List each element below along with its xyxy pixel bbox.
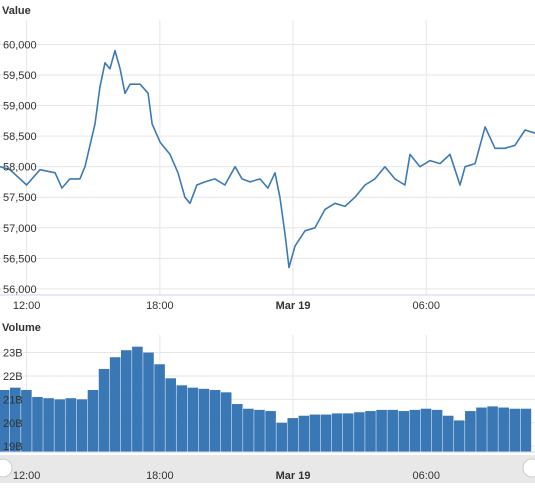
volume-bar xyxy=(276,422,287,452)
volume-bar xyxy=(520,408,532,452)
volume-bar xyxy=(431,409,443,452)
y-tick-label: 21B xyxy=(3,394,23,406)
x-tick-label: Mar 19 xyxy=(276,470,311,482)
volume-bar xyxy=(365,411,376,452)
volume-bar xyxy=(165,378,176,452)
scroll-handle-left[interactable] xyxy=(0,458,13,478)
volume-bar xyxy=(21,389,32,452)
volume-bar xyxy=(387,409,398,452)
x-tick-label: Mar 19 xyxy=(276,300,311,312)
volume-bar xyxy=(65,398,77,452)
volume-bar xyxy=(398,411,410,452)
scroll-handle-right[interactable] xyxy=(522,458,535,478)
y-tick-label: 20B xyxy=(3,418,23,430)
y-tick-label: 19B xyxy=(3,441,23,453)
volume-bar xyxy=(43,398,54,452)
y-tick-label: 59,500 xyxy=(3,70,37,82)
volume-bar xyxy=(132,346,143,452)
volume-bar xyxy=(487,406,498,452)
y-tick-label: 57,000 xyxy=(3,223,37,235)
volume-bar xyxy=(76,399,88,452)
x-tick-label: 12:00 xyxy=(13,300,41,312)
volume-bar xyxy=(465,411,476,452)
volume-bar xyxy=(54,399,65,452)
volume-bar xyxy=(376,409,387,452)
volume-bar xyxy=(331,413,343,452)
volume-bar xyxy=(309,414,321,452)
volume-bar xyxy=(231,404,243,452)
x-tick-label: 18:00 xyxy=(146,470,174,482)
volume-bar xyxy=(120,350,132,452)
volume-bar xyxy=(176,385,188,452)
price-line xyxy=(0,49,535,269)
panel-title: Value xyxy=(2,5,31,17)
y-tick-label: 60,000 xyxy=(3,39,37,51)
volume-bar xyxy=(265,411,276,452)
volume-bar xyxy=(154,364,165,452)
volume-bar xyxy=(476,407,487,452)
x-tick-label: 06:00 xyxy=(412,300,440,312)
y-tick-label: 22B xyxy=(3,371,23,383)
volume-bar xyxy=(109,357,121,452)
volume-bar xyxy=(209,389,221,452)
volume-bar xyxy=(32,397,43,452)
y-tick-label: 59,000 xyxy=(3,101,37,113)
volume-bar xyxy=(254,409,265,452)
volume-bar xyxy=(420,408,432,452)
volume-bar xyxy=(320,414,332,452)
x-tick-label: 18:00 xyxy=(146,300,174,312)
panel-title: Volume xyxy=(2,322,41,334)
volume-bar xyxy=(0,389,10,452)
volume-bar xyxy=(187,387,199,452)
y-tick-label: 58,500 xyxy=(3,131,37,143)
volume-bar xyxy=(87,389,99,452)
y-tick-label: 58,000 xyxy=(3,162,37,174)
y-tick-label: 56,000 xyxy=(3,284,37,296)
volume-bar xyxy=(243,408,254,452)
volume-bar xyxy=(198,388,210,452)
volume-bar xyxy=(298,415,310,452)
x-tick-label: 12:00 xyxy=(13,470,41,482)
volume-bar xyxy=(342,413,354,452)
volume-bar xyxy=(98,368,110,452)
volume-bar xyxy=(220,392,232,452)
volume-bar xyxy=(442,415,454,452)
volume-bar xyxy=(287,418,299,452)
volume-bar xyxy=(354,412,365,452)
x-tick-label: 06:00 xyxy=(412,470,440,482)
y-tick-label: 23B xyxy=(3,348,23,360)
volume-bar xyxy=(453,420,465,452)
volume-bar xyxy=(509,408,521,452)
navigator xyxy=(0,455,535,483)
volume-bar xyxy=(498,407,509,452)
y-tick-label: 56,500 xyxy=(3,253,37,265)
volume-bar xyxy=(409,409,421,452)
y-tick-label: 57,500 xyxy=(3,192,37,204)
volume-bar xyxy=(143,352,154,452)
volume-bar xyxy=(9,387,21,452)
